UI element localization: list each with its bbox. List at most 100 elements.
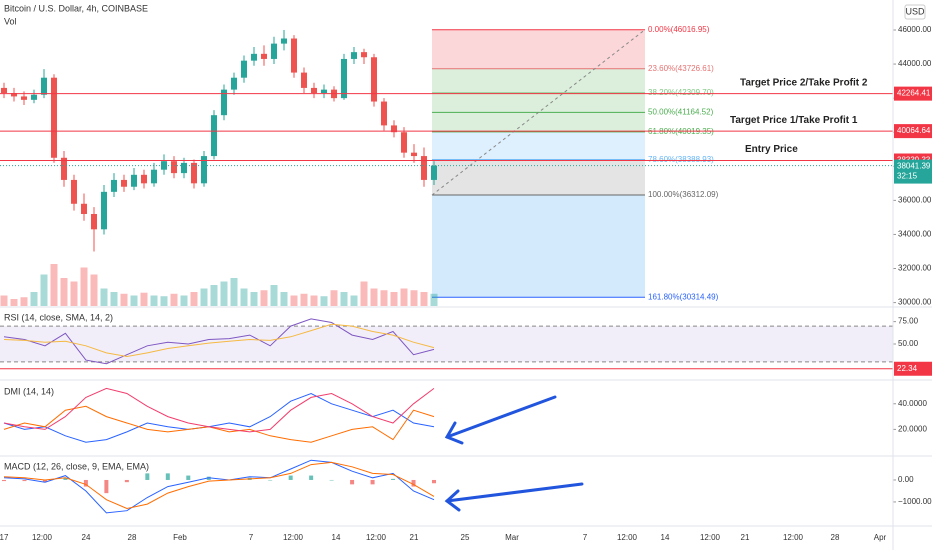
x-tick-label: 21 bbox=[741, 533, 750, 542]
volume-bar bbox=[10, 299, 18, 306]
volume-bar bbox=[20, 297, 28, 306]
volume-bar bbox=[300, 293, 308, 306]
volume-bar bbox=[80, 267, 88, 306]
macd-histogram bbox=[165, 473, 170, 480]
y-tick-label: 46000.00 bbox=[898, 25, 932, 34]
plot-layer: 0.00%(46016.95) 23.60%(43726.61) 38.20%(42… bbox=[0, 25, 932, 542]
macd-histogram bbox=[83, 479, 88, 487]
candle-body bbox=[381, 101, 387, 126]
macd-histogram bbox=[370, 479, 375, 485]
macd-histogram bbox=[63, 477, 68, 480]
candle-body bbox=[61, 157, 67, 180]
volume-bar bbox=[40, 274, 48, 306]
volume-bar bbox=[260, 290, 268, 306]
candle-body bbox=[171, 161, 177, 174]
fib-zone bbox=[432, 131, 645, 160]
macd-histogram bbox=[288, 475, 293, 480]
volume-bar bbox=[240, 288, 248, 306]
volume-bar bbox=[150, 295, 158, 306]
volume-bar bbox=[400, 288, 408, 306]
candle-body bbox=[81, 203, 87, 214]
candle-body bbox=[161, 161, 167, 170]
volume-bar bbox=[430, 293, 438, 306]
dmi-line bbox=[3, 405, 435, 443]
x-tick-label: 12:00 bbox=[32, 533, 53, 542]
currency-badge[interactable] bbox=[904, 4, 926, 20]
rsi-title: RSI (14, close, SMA, 14, 2) bbox=[4, 312, 113, 322]
candle-body bbox=[21, 96, 27, 100]
rsi-band bbox=[0, 326, 893, 362]
fib-label: 23.60%(43726.61) bbox=[648, 64, 714, 73]
volume-bar bbox=[180, 295, 188, 306]
candle-body bbox=[121, 179, 127, 187]
x-tick-label: Feb bbox=[173, 533, 187, 542]
x-tick-label: 12:00 bbox=[283, 533, 304, 542]
volume-bar bbox=[230, 278, 238, 306]
fib-label: 0.00%(46016.95) bbox=[648, 25, 710, 34]
volume-bar bbox=[320, 296, 328, 306]
x-tick-label: 12:00 bbox=[617, 533, 638, 542]
y-tick-label: 20.0000 bbox=[898, 424, 927, 433]
y-tick-label: −1000.00 bbox=[898, 497, 932, 506]
fib-zone bbox=[432, 29, 645, 69]
macd-histogram bbox=[104, 479, 109, 494]
macd-histogram bbox=[206, 476, 211, 480]
rsi-level-label-badge bbox=[894, 361, 932, 376]
macd-histogram bbox=[329, 479, 334, 481]
x-tick-label: 7 bbox=[583, 533, 588, 542]
y-tick-label: 36000.00 bbox=[898, 195, 932, 204]
x-tick-label: 12:00 bbox=[366, 533, 387, 542]
volume-bar bbox=[380, 290, 388, 306]
x-tick-label: Mar bbox=[505, 533, 519, 542]
dmi-line bbox=[3, 387, 435, 433]
candle-body bbox=[151, 169, 157, 184]
candle-body bbox=[41, 77, 47, 95]
x-tick-label: 24 bbox=[82, 533, 91, 542]
arrows bbox=[444, 395, 584, 512]
volume-bar bbox=[270, 285, 278, 306]
volume-bar bbox=[170, 293, 178, 306]
volume-bar bbox=[250, 292, 258, 306]
macd-histogram bbox=[145, 473, 150, 480]
candle-body bbox=[1, 87, 7, 94]
dmi-line bbox=[3, 392, 435, 443]
candle-body bbox=[141, 174, 147, 184]
volume-bar bbox=[90, 274, 98, 306]
volume-bar bbox=[340, 292, 348, 306]
currency[interactable]: USD bbox=[905, 6, 925, 16]
y-tick-label: 32000.00 bbox=[898, 264, 932, 273]
volume-label: Vol bbox=[4, 16, 17, 26]
fib-zone bbox=[432, 92, 645, 113]
candle-body bbox=[311, 87, 317, 94]
price-annotation: Target Price 1/Take Profit 1 bbox=[730, 115, 858, 126]
x-tick-label: 21 bbox=[410, 533, 419, 542]
candle-body bbox=[431, 165, 437, 180]
volume-bar bbox=[390, 292, 398, 306]
macd-histogram bbox=[411, 479, 416, 487]
candle-body bbox=[231, 77, 237, 90]
candle-body bbox=[221, 89, 227, 116]
y-tick-label: 75.00 bbox=[898, 317, 919, 326]
macd-histogram bbox=[2, 479, 6, 482]
rsi-line bbox=[3, 323, 435, 358]
x-tick-label: 17 bbox=[0, 533, 9, 542]
candle-body bbox=[351, 52, 357, 59]
candle-body bbox=[241, 60, 247, 78]
candle-body bbox=[371, 57, 377, 102]
volume-bar bbox=[120, 293, 128, 306]
volume-bar bbox=[200, 288, 208, 306]
volume-bar bbox=[350, 295, 358, 306]
volume-bar bbox=[360, 281, 368, 306]
candle-body bbox=[131, 174, 137, 187]
y-tick-label: 44000.00 bbox=[898, 59, 932, 68]
macd-line bbox=[3, 461, 435, 510]
candle-body bbox=[271, 43, 277, 59]
x-tick-label: 14 bbox=[661, 533, 670, 542]
candle-body bbox=[11, 93, 17, 97]
candle-body bbox=[71, 179, 77, 204]
fib-zone bbox=[432, 112, 645, 132]
macd-histogram bbox=[124, 479, 129, 483]
chart-title: Bitcoin / U.S. Dollar, 4h, COINBASE bbox=[4, 3, 148, 13]
price-annotation: Entry Price bbox=[745, 144, 798, 155]
volume-bar bbox=[70, 281, 78, 306]
